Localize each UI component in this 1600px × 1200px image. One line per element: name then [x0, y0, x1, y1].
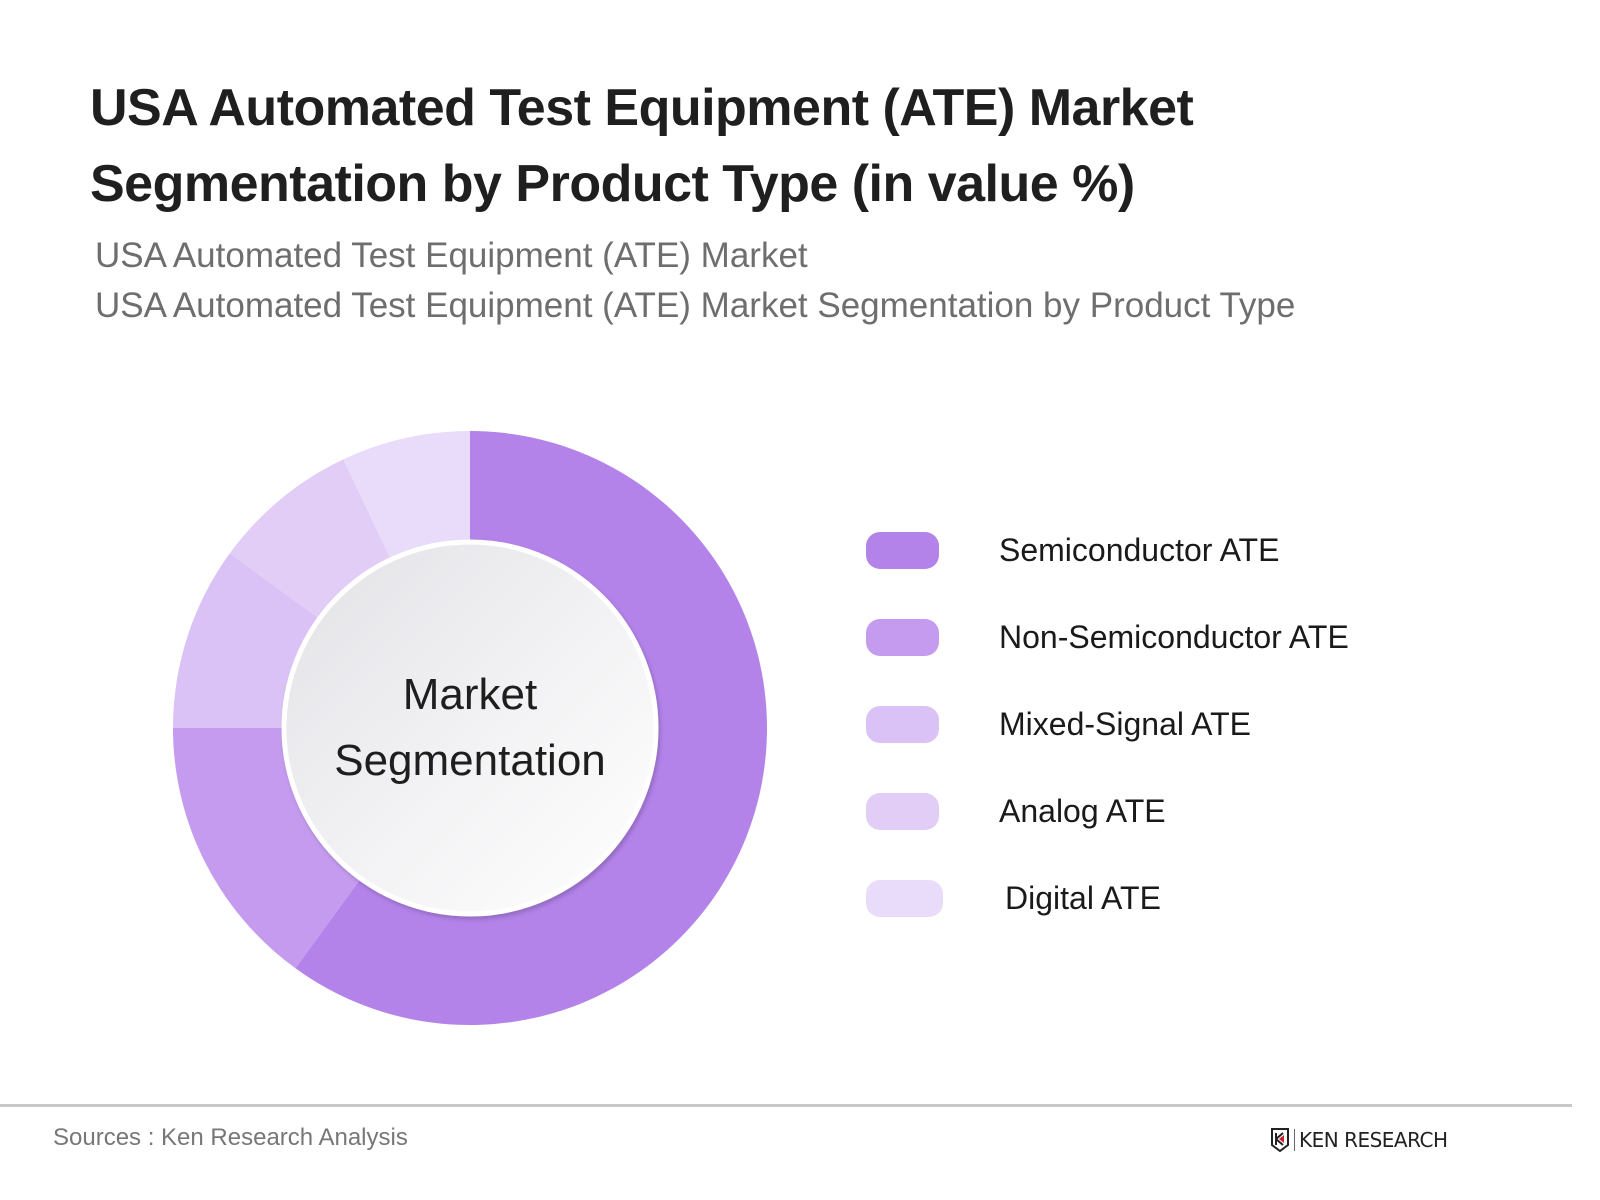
- logo-text: KEN RESEARCH: [1299, 1128, 1448, 1152]
- donut-slice-semiconductor-ate: [295, 431, 768, 1025]
- donut-slice-mixed-signal-ate: [173, 553, 320, 728]
- legend-label: Semiconductor ATE: [999, 532, 1280, 568]
- ken-research-logo: KEN RESEARCH: [1270, 1128, 1448, 1152]
- subtitle-market: USA Automated Test Equipment (ATE) Marke…: [95, 236, 808, 275]
- legend-item-digital: Digital ATE: [866, 880, 1349, 917]
- legend-item-analog: Analog ATE: [866, 793, 1349, 830]
- donut-svg: [173, 431, 768, 1025]
- legend-swatch: [866, 793, 939, 830]
- donut-slice-analog-ate: [229, 459, 391, 619]
- legend: Semiconductor ATE Non-Semiconductor ATE …: [866, 532, 1349, 967]
- footer-divider: [0, 1104, 1572, 1107]
- legend-swatch: [866, 532, 939, 569]
- ken-logo-icon: [1271, 1128, 1289, 1152]
- logo-separator: [1294, 1129, 1295, 1151]
- legend-item-mixed-signal: Mixed-Signal ATE: [866, 706, 1349, 743]
- legend-swatch: [866, 880, 943, 917]
- center-circle: [281, 539, 659, 917]
- donut-slice-non-semiconductor-ate: [173, 728, 361, 969]
- source-note: Sources : Ken Research Analysis: [53, 1124, 408, 1151]
- subtitle-segmentation: USA Automated Test Equipment (ATE) Marke…: [95, 286, 1296, 325]
- legend-label: Analog ATE: [999, 793, 1166, 829]
- legend-swatch: [866, 619, 939, 656]
- legend-swatch: [866, 706, 939, 743]
- donut-chart: Market Segmentation: [170, 428, 770, 1028]
- legend-label: Mixed-Signal ATE: [999, 706, 1251, 742]
- donut-slice-digital-ate: [343, 431, 470, 560]
- legend-label: Digital ATE: [1005, 880, 1161, 916]
- legend-item-non-semiconductor: Non-Semiconductor ATE: [866, 619, 1349, 656]
- donut-slices: [173, 431, 768, 1025]
- legend-item-semiconductor: Semiconductor ATE: [866, 532, 1349, 569]
- chart-title: USA Automated Test Equipment (ATE) Marke…: [90, 79, 1194, 213]
- legend-label: Non-Semiconductor ATE: [999, 619, 1349, 655]
